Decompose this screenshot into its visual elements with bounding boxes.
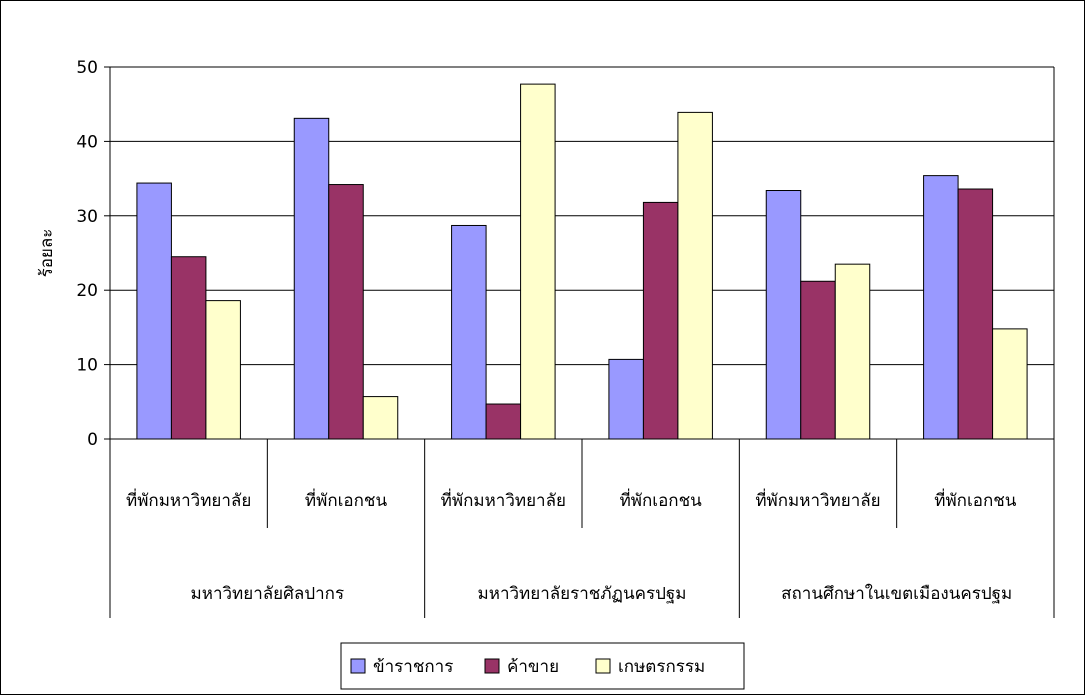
bar [485, 403, 522, 440]
category-label: ที่พักมหาวิทยาลัย [441, 488, 566, 511]
legend-label: ข้าราชการ [373, 657, 453, 677]
bar [136, 182, 172, 440]
legend-label: ค้าขาย [507, 657, 559, 677]
category-label: ที่พักมหาวิทยาลัย [126, 488, 251, 511]
y-tick-label: 0 [87, 430, 98, 450]
category-label: ที่พักเอกชน [620, 488, 703, 511]
bars [136, 83, 1028, 440]
y-tick-label: 30 [76, 207, 98, 227]
y-tick-label: 20 [76, 281, 98, 301]
bar [834, 263, 871, 440]
y-tick-label: 40 [76, 132, 98, 152]
category-label: ที่พักเอกชน [934, 488, 1017, 511]
legend-label: เกษตรกรรม [618, 657, 705, 677]
bar [293, 117, 330, 440]
bar [957, 188, 994, 440]
bar [923, 175, 959, 440]
group-label: มหาวิทยาลัยราชภัฏนครปฐม [478, 584, 687, 604]
bar [608, 358, 644, 440]
legend: ข้าราชการ ค้าขาย เกษตรกรรม [340, 642, 745, 690]
grid-lines [110, 66, 1054, 366]
legend-swatch [350, 658, 366, 674]
legend-swatch [595, 658, 611, 674]
legend-swatch [484, 658, 500, 674]
bar [328, 184, 364, 440]
group-label: สถานศึกษาในเขตเมืองนครปฐม [781, 583, 1012, 604]
group-label: มหาวิทยาลัยศิลปากร [191, 584, 345, 604]
bar [992, 328, 1028, 440]
category-label: ที่พักมหาวิทยาลัย [755, 488, 880, 511]
y-axis-label: ร้อยละ [37, 229, 57, 278]
bar [451, 224, 487, 440]
legend-box [340, 642, 745, 690]
bar [362, 396, 399, 440]
bar [642, 201, 679, 440]
bar [800, 280, 836, 440]
axes: 0 10 20 30 40 50 ที่พักมหาวิทยาลัย ที่พักเอกชน ท… [76, 58, 1055, 618]
bar [170, 256, 207, 440]
bar [520, 83, 556, 440]
category-label: ที่พักเอกชน [305, 488, 388, 511]
y-tick-label: 50 [76, 58, 98, 78]
bar [205, 300, 241, 440]
bar [677, 111, 713, 440]
y-tick-label: 10 [76, 356, 98, 376]
bar [765, 190, 802, 440]
